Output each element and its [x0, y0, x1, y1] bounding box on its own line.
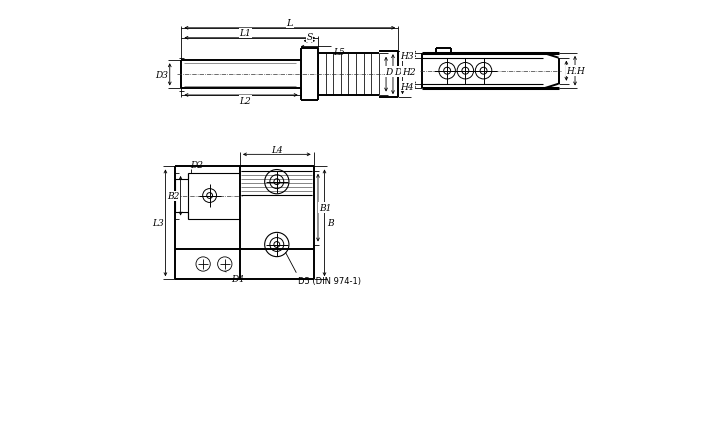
Text: D4: D4 — [225, 272, 244, 284]
Text: D: D — [394, 68, 401, 77]
Text: H3: H3 — [401, 52, 414, 61]
Text: B: B — [327, 219, 334, 228]
Text: D3: D3 — [156, 71, 169, 80]
Text: H1: H1 — [566, 67, 580, 76]
Text: D5 (DIN 974-1): D5 (DIN 974-1) — [297, 276, 361, 286]
Text: L1: L1 — [239, 29, 252, 39]
Text: S: S — [306, 33, 313, 42]
Text: D1: D1 — [385, 68, 398, 77]
Text: D2: D2 — [190, 160, 203, 169]
Text: L4: L4 — [271, 145, 283, 154]
Text: H: H — [577, 67, 585, 76]
Text: B2: B2 — [167, 192, 180, 201]
Text: H2: H2 — [402, 68, 416, 77]
Text: H4: H4 — [401, 82, 414, 92]
Text: B1: B1 — [319, 204, 332, 213]
Text: L3: L3 — [152, 219, 164, 228]
Text: L: L — [286, 19, 293, 28]
Text: L5: L5 — [333, 48, 345, 57]
Text: L2: L2 — [239, 97, 252, 106]
